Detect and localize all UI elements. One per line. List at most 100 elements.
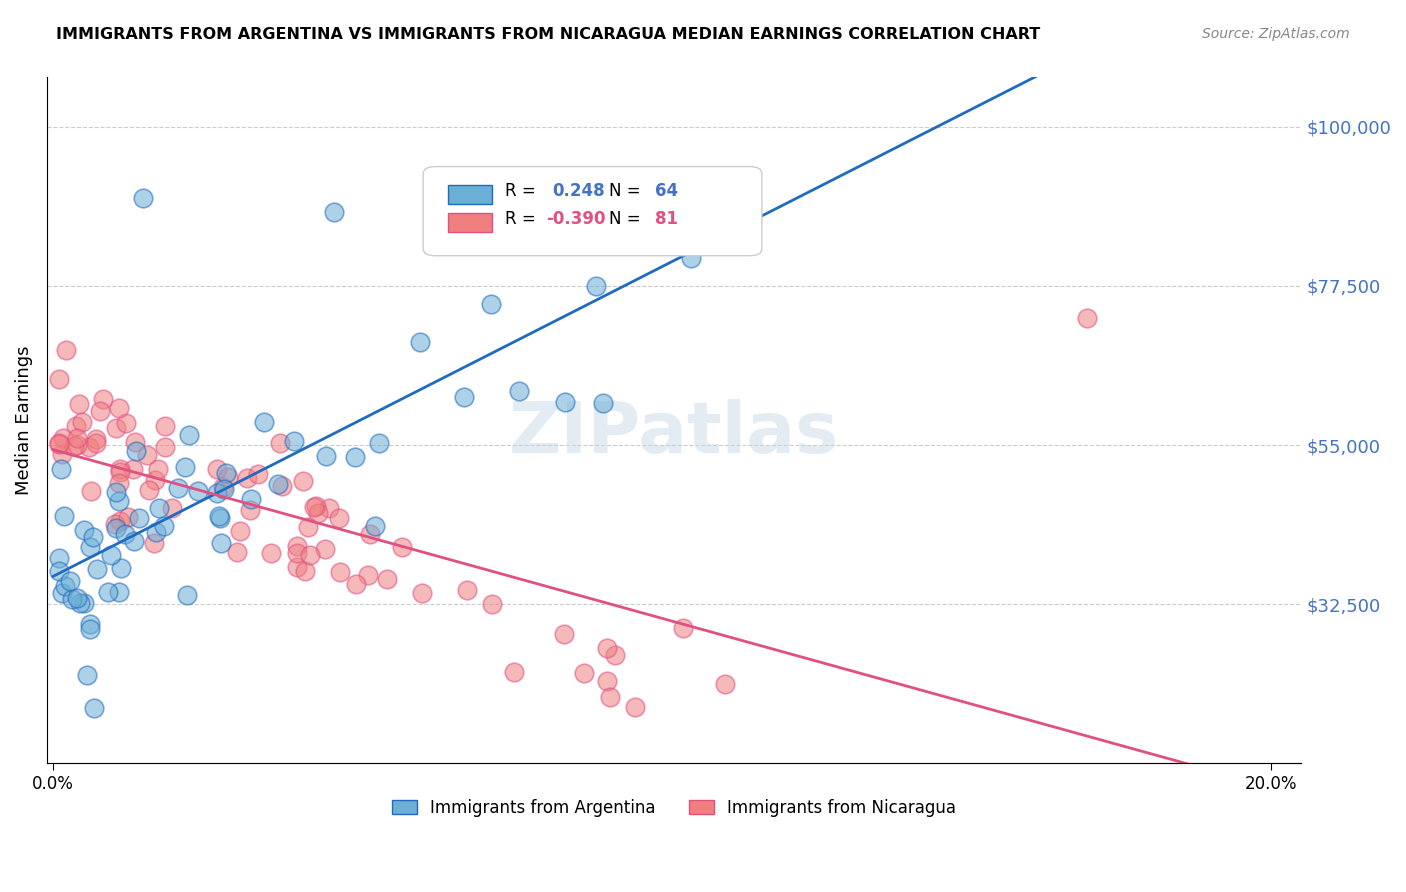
Nicaragua xyxy=(599,690,621,704)
Argentina xyxy=(658,179,681,194)
Argentina xyxy=(48,565,70,579)
Argentina xyxy=(679,252,702,266)
Nicaragua xyxy=(287,560,309,574)
Argentina xyxy=(51,462,73,476)
Text: Source: ZipAtlas.com: Source: ZipAtlas.com xyxy=(1202,27,1350,41)
Nicaragua xyxy=(714,677,737,691)
Argentina xyxy=(59,574,82,588)
Argentina xyxy=(315,449,337,463)
Nicaragua xyxy=(271,478,294,492)
Text: R =: R = xyxy=(505,182,541,201)
Argentina xyxy=(554,395,576,409)
Argentina xyxy=(128,510,150,524)
Argentina xyxy=(66,591,89,606)
Nicaragua xyxy=(124,434,146,449)
Argentina xyxy=(212,482,235,496)
Nicaragua xyxy=(77,440,100,454)
Argentina xyxy=(148,501,170,516)
Argentina xyxy=(682,195,704,210)
Nicaragua xyxy=(574,666,596,681)
Argentina xyxy=(240,491,263,506)
Argentina xyxy=(343,450,366,465)
Argentina xyxy=(215,466,238,480)
Nicaragua xyxy=(153,418,176,433)
Nicaragua xyxy=(110,514,132,528)
Nicaragua xyxy=(239,503,262,517)
Nicaragua xyxy=(246,467,269,482)
Argentina xyxy=(73,596,96,610)
Argentina xyxy=(79,622,101,636)
Argentina xyxy=(364,519,387,533)
Nicaragua xyxy=(110,466,132,480)
Nicaragua xyxy=(359,527,381,541)
Nicaragua xyxy=(48,435,70,450)
Nicaragua xyxy=(391,541,413,555)
Nicaragua xyxy=(48,372,70,386)
Nicaragua xyxy=(624,699,647,714)
Nicaragua xyxy=(411,585,433,599)
Text: R =: R = xyxy=(505,210,541,227)
Nicaragua xyxy=(108,461,131,475)
Nicaragua xyxy=(205,462,228,476)
Nicaragua xyxy=(91,392,114,406)
Nicaragua xyxy=(143,473,166,487)
Nicaragua xyxy=(553,627,575,641)
Nicaragua xyxy=(104,421,127,435)
Nicaragua xyxy=(212,480,235,494)
Nicaragua xyxy=(596,673,619,688)
Bar xyxy=(449,212,492,232)
Legend: Immigrants from Argentina, Immigrants from Nicaragua: Immigrants from Argentina, Immigrants fr… xyxy=(385,792,963,823)
Argentina xyxy=(205,485,228,500)
Nicaragua xyxy=(114,416,136,430)
Argentina xyxy=(409,335,432,350)
Argentina xyxy=(145,525,167,540)
Argentina xyxy=(53,579,76,593)
Argentina xyxy=(48,551,70,566)
Argentina xyxy=(86,562,108,576)
Nicaragua xyxy=(63,439,86,453)
Nicaragua xyxy=(66,431,89,445)
Argentina xyxy=(166,481,188,495)
Argentina xyxy=(209,536,232,550)
Nicaragua xyxy=(344,576,367,591)
Argentina xyxy=(153,519,176,533)
Argentina xyxy=(114,527,136,541)
Nicaragua xyxy=(357,568,380,582)
Argentina xyxy=(108,585,131,599)
Nicaragua xyxy=(104,517,127,532)
Nicaragua xyxy=(108,476,131,491)
Nicaragua xyxy=(328,510,350,524)
Nicaragua xyxy=(66,438,89,452)
Argentina xyxy=(125,444,148,458)
Nicaragua xyxy=(89,404,111,418)
Argentina xyxy=(208,508,231,523)
Nicaragua xyxy=(84,435,107,450)
Argentina xyxy=(283,434,305,448)
Argentina xyxy=(132,191,155,205)
Argentina xyxy=(122,534,145,549)
Nicaragua xyxy=(307,506,329,520)
Argentina xyxy=(76,668,98,682)
Nicaragua xyxy=(142,536,165,550)
Nicaragua xyxy=(292,474,315,488)
Argentina xyxy=(585,279,607,293)
Nicaragua xyxy=(225,545,247,559)
Argentina xyxy=(79,540,101,554)
Y-axis label: Median Earnings: Median Earnings xyxy=(15,345,32,495)
Nicaragua xyxy=(603,648,626,662)
Argentina xyxy=(508,384,530,398)
Argentina xyxy=(267,477,290,491)
Nicaragua xyxy=(146,462,169,476)
Argentina xyxy=(104,484,127,499)
Nicaragua xyxy=(294,564,316,578)
Argentina xyxy=(177,428,200,442)
Nicaragua xyxy=(285,539,308,553)
Argentina xyxy=(176,588,198,602)
Nicaragua xyxy=(269,436,291,450)
Nicaragua xyxy=(314,541,336,556)
Argentina xyxy=(97,585,120,599)
Argentina xyxy=(82,530,104,544)
Nicaragua xyxy=(596,640,619,655)
Nicaragua xyxy=(153,440,176,454)
Argentina xyxy=(69,596,91,610)
